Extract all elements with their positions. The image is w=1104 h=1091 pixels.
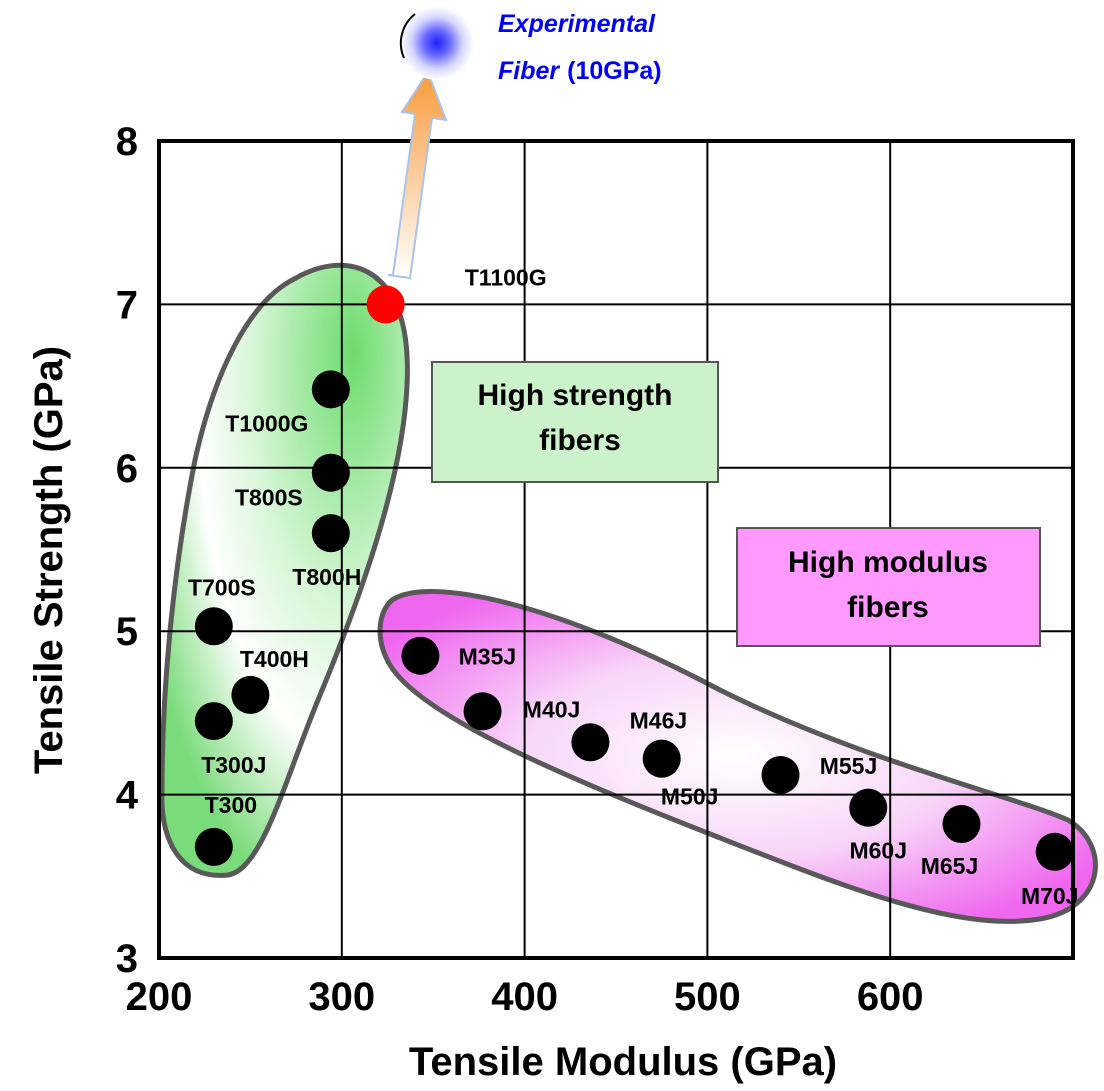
upgrade-arrow — [387, 69, 448, 280]
high-strength-box-line1: High strength — [478, 379, 673, 412]
point-t300j — [194, 702, 233, 741]
point-label-m70j: M70J — [1021, 883, 1079, 909]
point-t400h — [231, 675, 270, 714]
high-modulus-region — [377, 589, 1098, 924]
x-tick-label: 300 — [308, 975, 375, 1019]
point-label-m46j: M46J — [630, 707, 688, 733]
point-m40j — [463, 692, 502, 731]
point-m55j — [761, 755, 800, 794]
point-t700s — [194, 607, 233, 646]
point-label-m35j: M35J — [459, 644, 517, 670]
point-m46j — [571, 723, 610, 762]
point-t1100g — [366, 285, 405, 324]
point-label-m60j: M60J — [849, 838, 907, 864]
point-m35j — [401, 636, 440, 675]
point-m65j — [942, 805, 981, 844]
plot-frame — [157, 139, 1075, 960]
point-label-t1000g: T1000G — [225, 410, 308, 436]
high-strength-box-line2: fibers — [539, 424, 621, 457]
x-tick-label: 600 — [857, 975, 924, 1019]
point-label-m50j: M50J — [661, 784, 719, 810]
y-tick-label: 7 — [116, 283, 138, 327]
high-strength-region — [159, 262, 410, 878]
high-modulus-box-line1: High modulus — [788, 546, 988, 579]
y-tick-label: 4 — [116, 774, 139, 818]
point-t300 — [194, 827, 233, 866]
grid-layer: 200 300 400 500 600 3 4 5 6 7 8 — [116, 120, 1075, 1019]
y-axis-title: Tensile Strength (GPa) — [27, 346, 71, 774]
point-label-t400h: T400H — [240, 646, 309, 672]
experimental-label-line2: Fiber (10GPa) — [498, 57, 662, 85]
point-label-m55j: M55J — [820, 753, 878, 779]
high-strength-box: High strength fibers — [431, 361, 719, 483]
point-label-m40j: M40J — [523, 696, 581, 722]
point-label-m65j: M65J — [921, 853, 979, 879]
high-modulus-box: High modulus fibers — [736, 527, 1041, 647]
experimental-label-line1: Experimental — [498, 10, 656, 38]
x-tick-label: 400 — [491, 975, 558, 1019]
point-t800s — [311, 453, 350, 492]
point-t1000g — [311, 370, 350, 409]
y-tick-label: 6 — [116, 447, 138, 491]
y-tick-label: 8 — [116, 120, 138, 164]
point-label-t1100g: T1100G — [465, 264, 547, 290]
x-axis-title: Tensile Modulus (GPa) — [409, 1040, 837, 1084]
experimental-fiber: Experimental Fiber (10GPa) — [399, 6, 662, 85]
high-modulus-box-line2: fibers — [847, 591, 929, 624]
experimental-word-fiber: Fiber — [498, 57, 560, 85]
point-label-t800s: T800S — [235, 485, 303, 511]
point-t800h — [311, 514, 350, 553]
y-tick-label: 3 — [116, 937, 138, 981]
point-label-t300: T300 — [205, 792, 257, 818]
point-m70j — [1035, 832, 1074, 871]
point-label-t800h: T800H — [292, 564, 361, 590]
point-m50j — [642, 739, 681, 778]
x-tick-label: 500 — [674, 975, 741, 1019]
y-tick-label: 5 — [116, 610, 138, 654]
experimental-value: (10GPa) — [567, 57, 661, 85]
experimental-fiber-marker — [400, 6, 474, 80]
point-label-t700s: T700S — [188, 574, 256, 600]
point-label-t300j: T300J — [201, 752, 266, 778]
x-tick-label: 200 — [126, 975, 193, 1019]
point-m60j — [849, 788, 888, 827]
